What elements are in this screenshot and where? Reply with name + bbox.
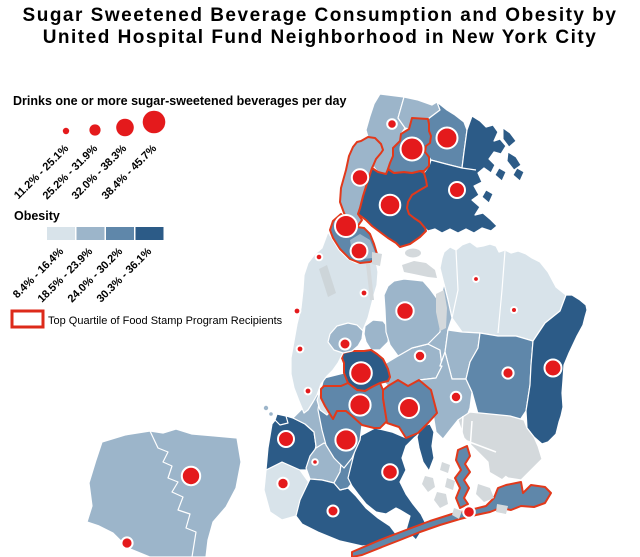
svg-text:Obesity: Obesity — [14, 209, 60, 223]
svg-text:Top Quartile of Food Stamp Pro: Top Quartile of Food Stamp Program Recip… — [48, 315, 283, 327]
svg-text:38.4% - 45.7%: 38.4% - 45.7% — [100, 142, 160, 202]
svg-text:Drinks one or more sugar-sweet: Drinks one or more sugar-sweetened bever… — [13, 94, 347, 108]
